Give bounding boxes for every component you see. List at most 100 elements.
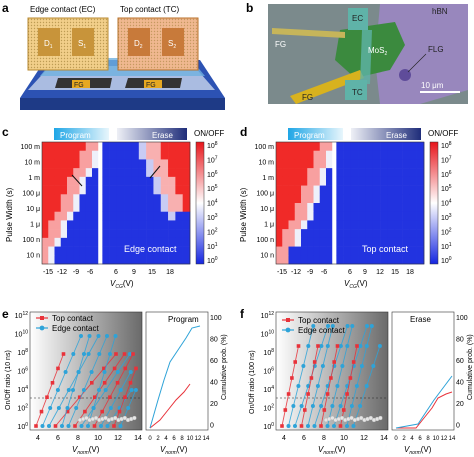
curve-marker [86,424,90,428]
heat-cell [307,220,314,230]
device-curve [35,353,64,427]
colorbar-tick-label: 103 [207,213,218,222]
heat-cell [160,150,169,160]
curve-marker [325,344,330,348]
curve-marker [66,424,71,428]
x-tick-label: -9 [307,269,313,276]
heat-cell [319,246,327,256]
x-tick-label: 12 [114,435,122,442]
heat-cell [153,150,162,160]
curve-marker [369,324,374,328]
heat-cell [102,185,110,195]
erase-header: Erase [152,131,173,140]
heat-cell [282,203,289,213]
curve-marker [102,381,107,385]
heat-cell [313,176,321,186]
curve-marker [134,366,138,371]
heat-cell [48,220,55,230]
heat-cell [409,194,417,204]
heat-cell [300,220,308,230]
heat-cell [153,194,162,204]
heat-cell [160,176,169,186]
heat-cell [168,176,176,186]
heat-cell [319,203,327,213]
panel-c: c Program Erase Edge contact 100 m 10 m 1 … [2,125,191,290]
program-header-bg-d [288,128,343,140]
heat-cell [175,194,183,204]
curve-marker [77,395,82,399]
heat-cell [365,246,374,256]
x-axis-label-c: VCG(V) [110,279,134,290]
curve-marker [60,424,64,428]
heat-cell [372,229,381,239]
heat-cell [358,159,366,169]
legend-f: Top contact Edge contact [282,316,345,335]
y-tick-label: 1 m [262,175,274,182]
heat-cell [146,168,154,178]
heat-cell [79,211,87,221]
legend-top-marker-f [286,318,290,322]
curve-marker [115,370,120,374]
tc-electrode [345,80,367,100]
x-ticks-f: 4 6 8 10 12 14 [282,435,388,442]
right-y-tick-label: 100 [456,315,468,322]
heat-cell [394,229,403,239]
heat-cell [325,229,333,239]
heat-cell [160,255,169,265]
heat-cell [138,142,147,152]
heat-cell [131,194,140,204]
panel-d-letter: d [240,125,247,139]
curve-marker [330,324,335,328]
heat-cell [402,150,410,160]
heat-cell [343,150,352,160]
heat-cell [91,203,99,213]
heat-cell [182,159,191,169]
curve-marker [338,424,343,428]
heat-cell [319,194,327,204]
y-tick-label: 1 μ [264,222,274,229]
heat-cell [394,150,403,160]
heat-cell [343,229,352,239]
heat-cell [54,176,62,186]
heat-cell [336,229,344,239]
heat-cell [131,185,140,195]
heat-cell [372,211,381,221]
curve-marker [66,388,71,392]
heat-cell [146,185,154,195]
curve-marker [65,409,70,414]
heat-cell [372,168,381,178]
heat-cell [73,246,80,256]
curve-marker [117,409,122,414]
heat-cell [387,194,396,204]
program-header-d: Program [294,131,325,140]
heat-cell [372,255,381,265]
heat-cell [85,142,93,152]
heat-cell [416,246,425,256]
curve-marker [90,381,94,385]
heat-cell [60,246,68,256]
curve-marker [56,366,60,371]
heat-cell [319,150,327,160]
curve-marker [93,395,97,399]
heat-cell [358,168,366,178]
curve-marker [79,334,83,338]
colorbar-tick-label: 101 [207,242,218,251]
heat-cell [73,159,80,169]
legend-edge-label-e: Edge contact [52,324,99,333]
curve-marker [132,415,137,421]
heat-cell [288,220,296,230]
heat-cell [313,168,321,178]
heat-cell [387,246,396,256]
curve-marker [368,415,373,421]
x-tick-label: 12 [360,435,368,442]
heat-cell [343,220,352,230]
heat-cell [319,176,327,186]
heat-cell [85,211,93,221]
heat-cell [42,194,49,204]
heat-cell [153,237,162,247]
heat-cell [409,185,417,195]
inset-x-ticks-f: 0 2 4 6 8 10 12 14 [394,436,456,442]
edge-contact-label: Edge contact [124,244,177,254]
heat-cell [350,246,359,256]
top-contact-label: Top contact [362,244,409,254]
